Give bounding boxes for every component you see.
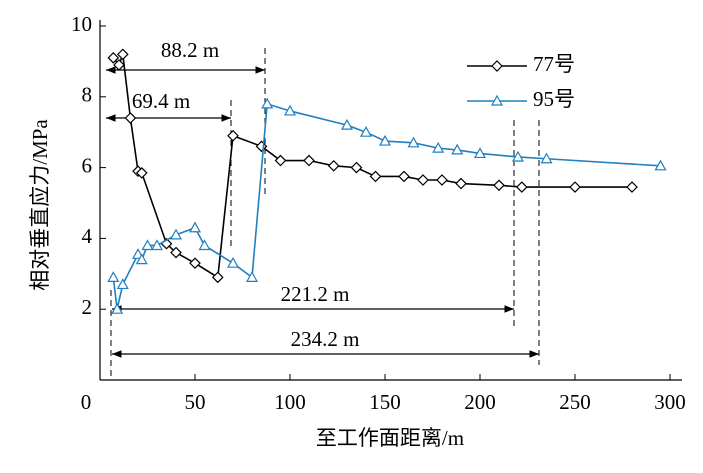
x-axis-label: 至工作面距离/m (316, 426, 464, 450)
data-marker (189, 257, 201, 270)
legend-marker (490, 94, 504, 106)
x-tick-label: 300 (654, 390, 686, 414)
data-marker (116, 278, 129, 290)
data-marker (116, 48, 129, 61)
x-tick-label: 250 (559, 390, 591, 414)
x-tick-label: 50 (185, 390, 206, 414)
data-marker (540, 152, 553, 164)
y-tick-label: 2 (82, 295, 93, 319)
data-marker (436, 174, 448, 186)
data-marker (515, 181, 528, 193)
data-marker (473, 147, 487, 159)
legend-label: 95号 (533, 87, 575, 111)
data-marker (455, 177, 467, 190)
annotation: 221.2 m (281, 282, 350, 306)
data-marker (227, 129, 239, 142)
annotation: 88.2 m (161, 38, 219, 62)
annotation: 234.2 m (291, 327, 360, 351)
data-marker (150, 239, 164, 251)
data-marker (378, 134, 392, 146)
data-marker (369, 170, 382, 183)
data-marker (141, 239, 154, 251)
data-marker (198, 239, 211, 251)
x-tick-label: 150 (369, 390, 401, 414)
data-marker (283, 104, 297, 116)
data-marker (398, 170, 410, 183)
y-axis-label: 相对垂直应力/MPa (28, 119, 52, 291)
data-marker (511, 150, 525, 162)
data-marker (359, 125, 373, 137)
data-marker (135, 167, 148, 179)
series-line (112, 102, 661, 310)
data-marker (107, 52, 120, 64)
data-marker (124, 112, 137, 124)
data-marker (432, 141, 445, 153)
data-marker (303, 154, 315, 167)
y-tick-label: 8 (82, 83, 93, 107)
data-marker (654, 159, 667, 171)
data-marker (451, 143, 464, 155)
data-marker (113, 59, 125, 71)
data-marker (169, 228, 183, 240)
data-marker (107, 271, 120, 282)
data-marker (417, 174, 429, 186)
legend-label: 77号 (533, 52, 575, 76)
data-marker (245, 271, 259, 282)
y-tick-label: 10 (71, 12, 92, 36)
data-marker (340, 118, 354, 130)
data-marker (170, 246, 182, 259)
x-tick-label: 200 (464, 390, 496, 414)
data-marker (493, 179, 505, 192)
y-tick-label: 4 (82, 224, 93, 248)
data-marker (274, 154, 287, 167)
data-marker (327, 159, 340, 172)
annotation: 69.4 m (132, 89, 190, 113)
data-marker (111, 302, 124, 314)
data-marker (407, 136, 420, 148)
data-marker (211, 271, 224, 284)
data-marker (350, 161, 363, 174)
x-tick-label: 0 (81, 390, 92, 414)
data-marker (261, 97, 274, 109)
data-marker (188, 221, 202, 233)
data-marker (135, 253, 148, 265)
y-tick-label: 6 (82, 153, 93, 177)
data-marker (569, 181, 581, 193)
legend-marker (491, 60, 503, 72)
data-marker (626, 181, 638, 193)
x-tick-label: 100 (274, 390, 306, 414)
data-marker (226, 256, 240, 268)
